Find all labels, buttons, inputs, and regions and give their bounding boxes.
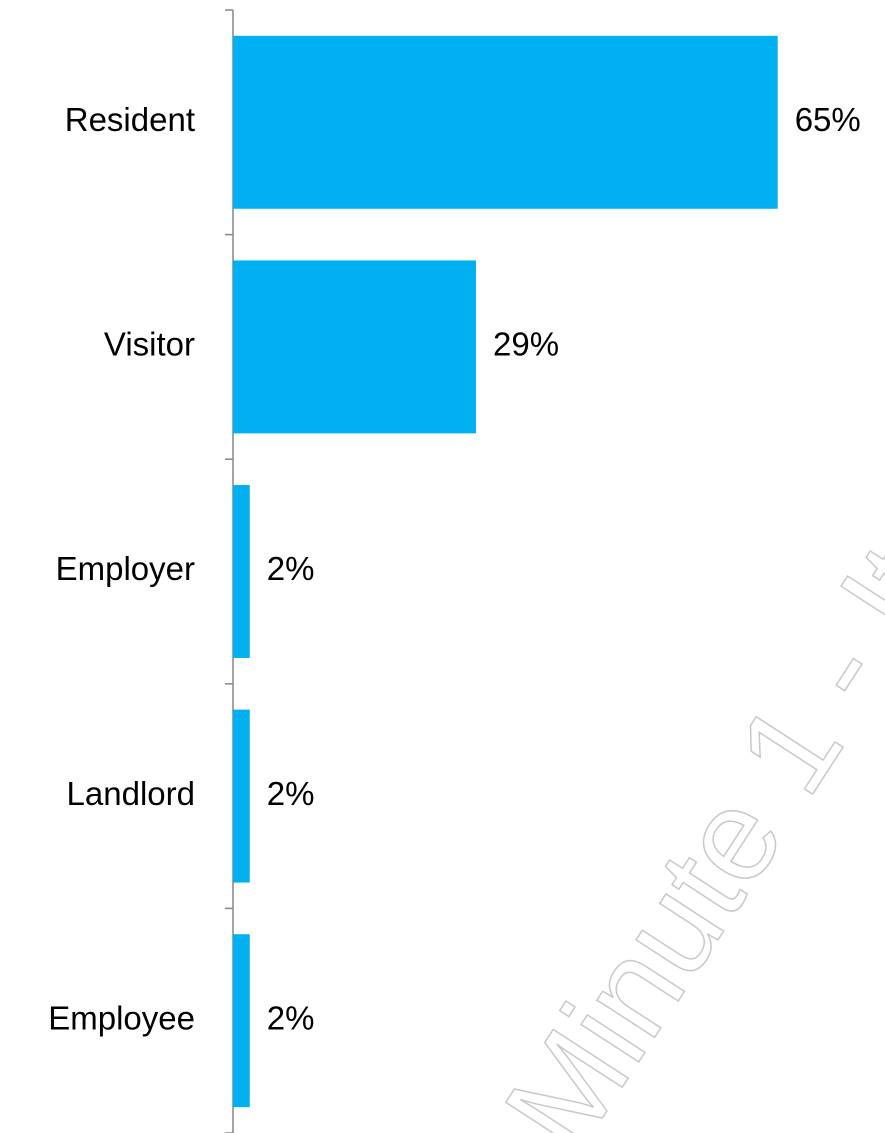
y-tick-label: Employer <box>56 550 195 587</box>
data-label: 2% <box>267 775 315 812</box>
y-tick-label: Resident <box>65 101 195 138</box>
data-label: 29% <box>493 326 559 363</box>
y-tick-label: Employee <box>48 999 195 1036</box>
bar <box>233 934 250 1108</box>
data-label: 2% <box>267 550 315 587</box>
y-tick-label: Landlord <box>67 775 195 812</box>
bar <box>233 35 778 209</box>
bar <box>233 485 250 658</box>
data-label: 2% <box>267 999 315 1036</box>
bar <box>233 709 250 883</box>
bar <box>233 260 477 434</box>
y-tick-label: Visitor <box>104 326 195 363</box>
data-label: 65% <box>795 101 861 138</box>
